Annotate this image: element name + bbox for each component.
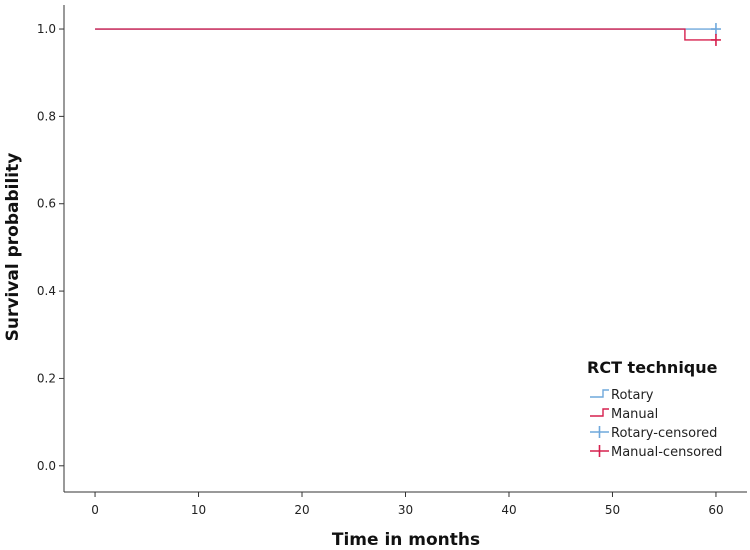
x-tick-label: 60 <box>708 503 723 517</box>
x-axis-title: Time in months <box>332 530 480 550</box>
x-tick-label: 30 <box>398 503 413 517</box>
legend-label: Rotary <box>611 388 654 403</box>
x-tick-label: 50 <box>605 503 620 517</box>
legend-label: Manual <box>611 407 658 422</box>
legend-swatch-step <box>590 408 609 417</box>
legend: RCT technique Rotary Manual Rotary-censore… <box>587 358 722 460</box>
y-tick-label: 0.8 <box>37 109 56 123</box>
series-manual-line <box>95 28 716 41</box>
y-tick-label: 0.2 <box>37 371 56 385</box>
y-tick-label: 0.6 <box>37 197 56 211</box>
ticks: 0 10 20 30 40 50 60 0.0 0.2 0.4 0.6 0.8 1.0 <box>37 22 724 517</box>
series-layer <box>95 23 721 46</box>
y-tick-label: 1.0 <box>37 22 56 36</box>
x-tick-label: 20 <box>294 503 309 517</box>
y-axis-title: Survival probability <box>3 153 23 342</box>
legend-label: Manual-censored <box>611 445 722 460</box>
legend-title: RCT technique <box>587 358 718 377</box>
y-tick-label: 0.0 <box>37 459 56 473</box>
x-tick-label: 40 <box>501 503 516 517</box>
legend-swatch-step <box>590 389 609 398</box>
x-tick-label: 0 <box>91 503 99 517</box>
legend-label: Rotary-censored <box>611 426 717 441</box>
x-tick-label: 10 <box>191 503 206 517</box>
y-tick-label: 0.4 <box>37 284 56 298</box>
